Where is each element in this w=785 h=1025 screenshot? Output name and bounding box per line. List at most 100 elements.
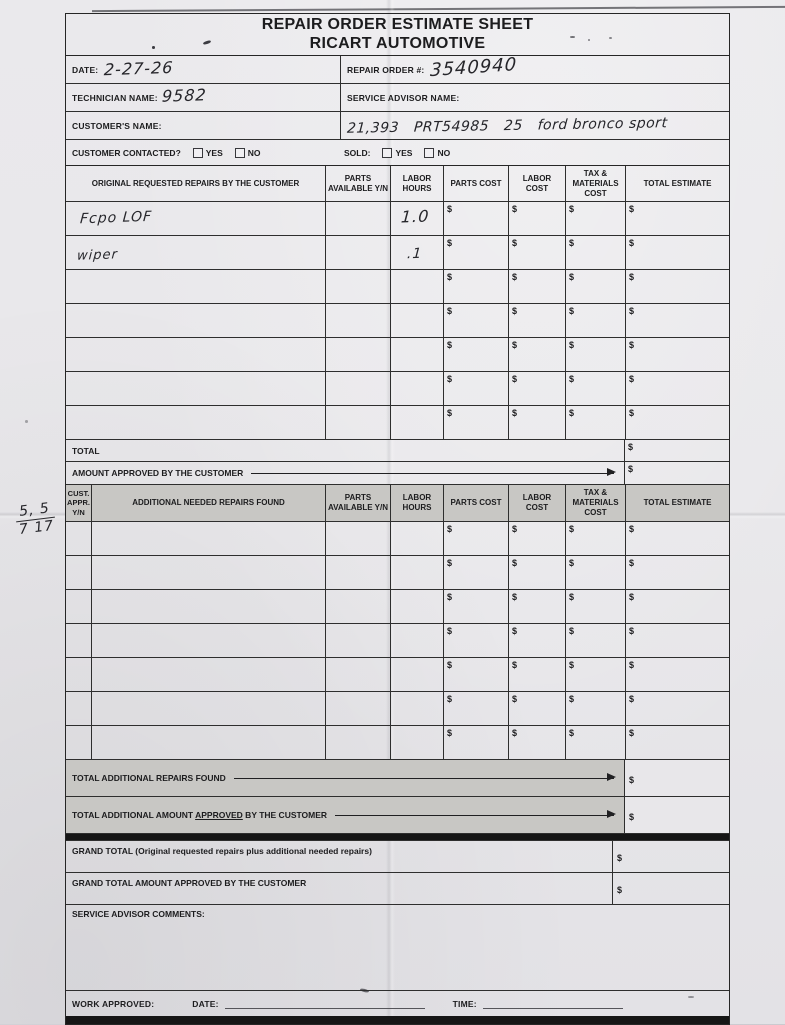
grand-total-approved-label: GRAND TOTAL AMOUNT APPROVED BY THE CUSTO… [72, 878, 307, 888]
parts-cost-cell: $ [444, 522, 509, 555]
grand-total-row: GRAND TOTAL (Original requested repairs … [66, 841, 729, 873]
tax-materials-cell: $ [566, 692, 626, 725]
cust-appr-cell [66, 658, 92, 691]
additional-repair-description-cell [92, 726, 326, 759]
labor-cost-cell: $ [509, 338, 566, 371]
dollar-sign: $ [569, 204, 575, 214]
labor-cost-cell: $ [509, 726, 566, 759]
table1-row: $ $ $ $ [66, 270, 729, 304]
tax-materials-cell: $ [566, 556, 626, 589]
total-additional-approved-row: TOTAL ADDITIONAL AMOUNT APPROVED BY THE … [66, 797, 729, 834]
adjacent-page-edge [92, 5, 785, 13]
labor-cost-cell: $ [509, 624, 566, 657]
labor-cost-cell: $ [509, 522, 566, 555]
repair-description-cell: wiper [66, 236, 326, 269]
parts-cost-cell: $ [444, 406, 509, 439]
parts-cost-cell: $ [444, 556, 509, 589]
parts-available-cell [326, 372, 391, 405]
repair-order-label: REPAIR ORDER #: [347, 64, 425, 75]
header-total-estimate: TOTAL ESTIMATE [643, 178, 712, 188]
additional-repair-description-cell [92, 590, 326, 623]
total-estimate-cell: $ [626, 522, 729, 555]
labor-hours-cell [391, 522, 444, 555]
cust-appr-cell [66, 556, 92, 589]
dollar-sign: $ [447, 660, 453, 670]
vehicle-handwritten-note: 21,393 PRT54985 25 ford bronco sport [346, 115, 669, 137]
tax-materials-cell: $ [566, 590, 626, 623]
total-additional-cell: $ [624, 760, 729, 796]
total-estimate-cell: $ [626, 658, 729, 691]
labor-hours-cell [391, 372, 444, 405]
form-bottom-bar [66, 1016, 729, 1024]
table2-row: $ $ $ $ [66, 624, 729, 658]
dollar-sign: $ [629, 558, 635, 568]
labor-cost-cell: $ [509, 692, 566, 725]
parts-cost-cell: $ [444, 726, 509, 759]
customer-contacted-group: CUSTOMER CONTACTED? YES NO [72, 147, 261, 158]
table1-rows: Fcpo LOF 1.0 $ $ $ $ wiper .1 $ $ $ $ $ $ $ $ $ $ $ $ $ $ $ $ $ $… [66, 202, 729, 440]
repair-description-cell [66, 372, 326, 405]
dollar-sign: $ [569, 592, 575, 602]
dollar-sign: $ [569, 340, 575, 350]
header-cust-appr: CUST. APPR. Y/N [66, 485, 92, 521]
parts-available-cell [326, 270, 391, 303]
ink-speck [609, 37, 612, 39]
parts-cost-cell: $ [444, 590, 509, 623]
labor-hours-cell [391, 726, 444, 759]
total-estimate-cell: $ [626, 692, 729, 725]
service-advisor-label: SERVICE ADVISOR NAME: [347, 92, 460, 103]
tax-materials-cell: $ [566, 658, 626, 691]
total-estimate-cell: $ [626, 270, 729, 303]
sold-group: SOLD: YES NO [344, 147, 450, 158]
dollar-sign: $ [512, 728, 518, 738]
total-estimate-cell: $ [626, 236, 729, 269]
grand-total-label: GRAND TOTAL (Original requested repairs … [72, 846, 372, 856]
parts-cost-cell: $ [444, 236, 509, 269]
parts-available-cell [326, 556, 391, 589]
ink-speck [588, 39, 590, 41]
table1-header: ORIGINAL REQUESTED REPAIRS BY THE CUSTOM… [66, 166, 729, 202]
dollar-sign: $ [512, 374, 518, 384]
dollar-sign: $ [512, 626, 518, 636]
labor-cost-cell: $ [509, 304, 566, 337]
header-additional-repairs: ADDITIONAL NEEDED REPAIRS FOUND [92, 485, 326, 521]
dollar-sign: $ [629, 306, 635, 316]
labor-hours-cell: .1 [391, 236, 444, 269]
work-time-label: TIME: [452, 998, 477, 1009]
amount-approved-label: AMOUNT APPROVED BY THE CUSTOMER [72, 468, 244, 478]
dollar-sign: $ [569, 306, 575, 316]
additional-repair-description-cell [92, 658, 326, 691]
sold-label: SOLD: [344, 147, 371, 158]
handwritten-labor-hours: .1 [406, 245, 423, 263]
total-additional-label: TOTAL ADDITIONAL REPAIRS FOUND [72, 773, 226, 783]
table1-total-row: TOTAL $ [66, 440, 729, 462]
parts-available-cell [326, 406, 391, 439]
total-estimate-cell: $ [626, 556, 729, 589]
sold-no-checkbox [424, 147, 435, 158]
dollar-sign: $ [512, 558, 518, 568]
dollar-sign: $ [629, 774, 635, 785]
dollar-sign: $ [447, 626, 453, 636]
tax-materials-cell: $ [566, 202, 626, 235]
header-original-repairs: ORIGINAL REQUESTED REPAIRS BY THE CUSTOM… [66, 166, 326, 201]
sold-yes-label: YES [395, 147, 413, 158]
table2-header: CUST. APPR. Y/N ADDITIONAL NEEDED REPAIR… [66, 485, 729, 522]
dollar-sign: $ [569, 660, 575, 670]
dollar-sign: $ [569, 238, 575, 248]
labor-cost-cell: $ [509, 202, 566, 235]
dollar-sign: $ [447, 340, 453, 350]
labor-cost-cell: $ [509, 590, 566, 623]
grand-total-approved-cell: $ [612, 873, 729, 904]
dollar-sign: $ [629, 374, 635, 384]
labor-cost-cell: $ [509, 406, 566, 439]
dollar-sign: $ [447, 204, 453, 214]
dollar-sign: $ [512, 340, 518, 350]
total-estimate-cell: $ [626, 406, 729, 439]
dollar-sign: $ [569, 374, 575, 384]
table1-row: $ $ $ $ [66, 304, 729, 338]
technician-handwritten-value: 9582 [161, 85, 208, 106]
dollar-sign: $ [512, 306, 518, 316]
dollar-sign: $ [447, 592, 453, 602]
amount-approved-row: AMOUNT APPROVED BY THE CUSTOMER $ [66, 462, 729, 485]
